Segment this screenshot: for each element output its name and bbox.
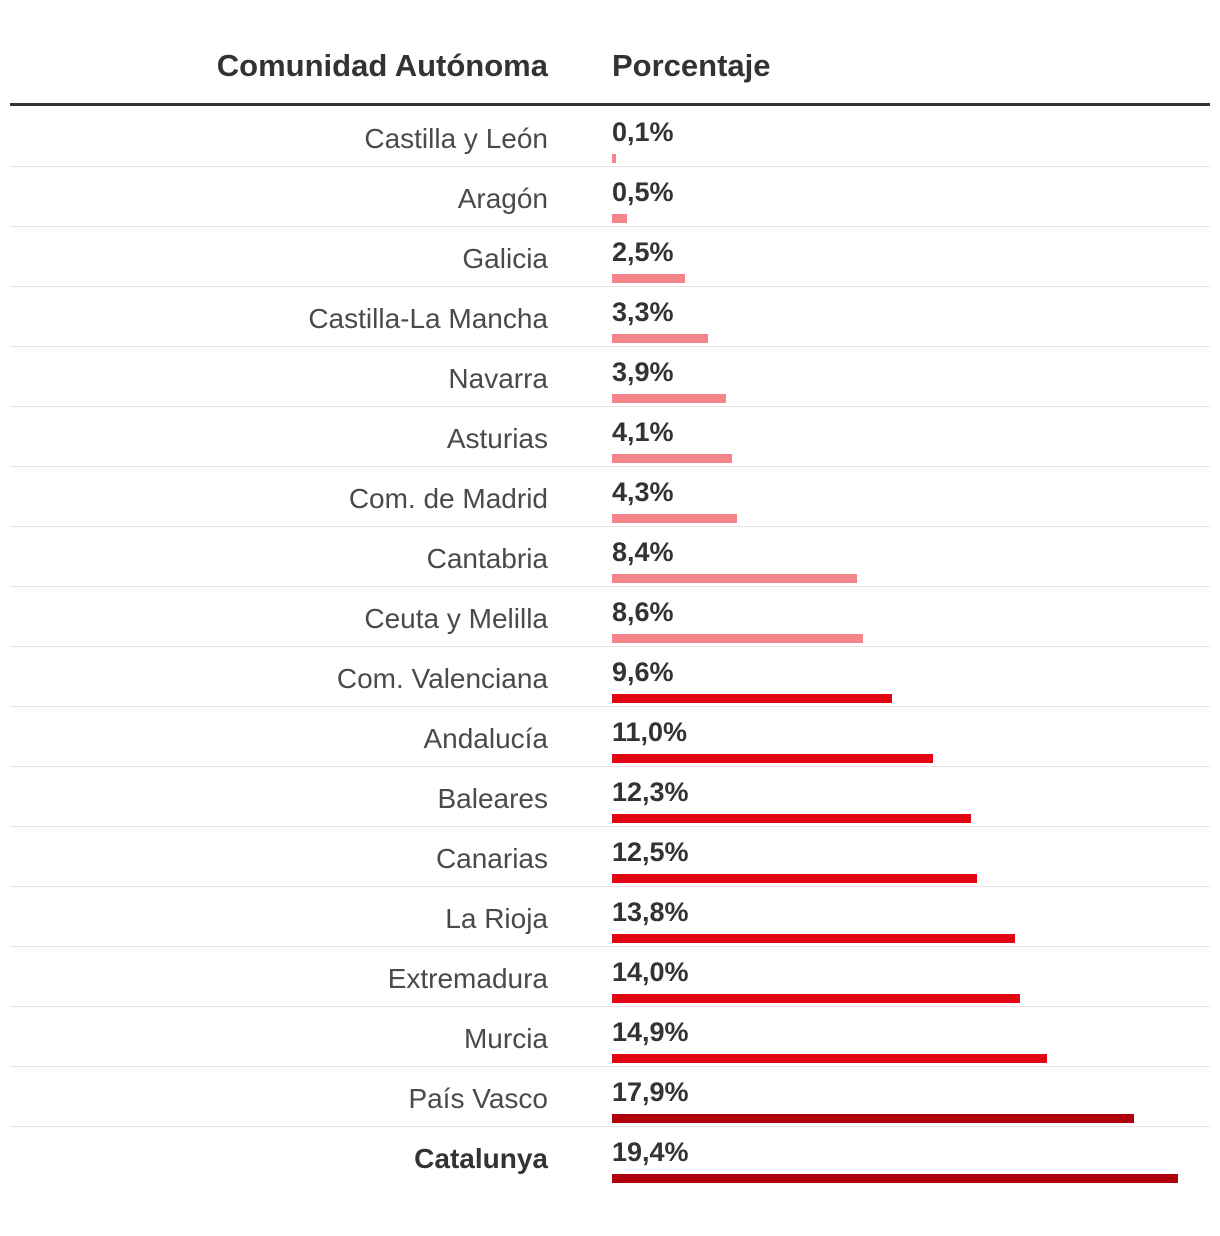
value-label: 0,5% (612, 177, 674, 207)
region-label: Asturias (446, 423, 548, 454)
region-label: Ceuta y Melilla (364, 603, 548, 634)
table-row: Castilla-La Mancha 3,3% (10, 287, 1210, 347)
region-label: Extremadura (387, 963, 548, 994)
value-label: 12,5% (612, 837, 689, 867)
table-row: Baleares 12,3% (10, 767, 1210, 827)
value-label: 2,5% (612, 237, 674, 267)
table-row: Galicia 2,5% (10, 227, 1210, 287)
bar (612, 694, 892, 703)
bar (612, 394, 726, 403)
value-label: 3,3% (612, 297, 674, 327)
table-row: Catalunya 19,4% (10, 1127, 1210, 1187)
bar (612, 1054, 1047, 1063)
value-label: 17,9% (612, 1077, 689, 1107)
table-row: Com. Valenciana 9,6% (10, 647, 1210, 707)
bar (612, 334, 708, 343)
region-label: Catalunya (414, 1143, 548, 1174)
bar (612, 1114, 1134, 1123)
region-label: Castilla y León (364, 123, 548, 154)
value-label: 0,1% (612, 117, 674, 147)
table-row: Ceuta y Melilla 8,6% (10, 587, 1210, 647)
value-label: 8,4% (612, 537, 674, 567)
region-label: Canarias (435, 843, 548, 874)
table-row: Andalucía 11,0% (10, 707, 1210, 767)
bar (612, 1174, 1178, 1183)
column-header-region: Comunidad Autónoma (216, 48, 548, 83)
region-label: La Rioja (445, 903, 548, 934)
region-label: Baleares (437, 783, 548, 814)
value-label: 14,0% (612, 957, 689, 987)
value-label: 19,4% (612, 1137, 689, 1167)
value-label: 8,6% (612, 597, 674, 627)
table-row: Navarra 3,9% (10, 347, 1210, 407)
bar (612, 874, 977, 883)
table-row: Extremadura 14,0% (10, 947, 1210, 1007)
region-label: Aragón (457, 183, 548, 214)
value-label: 11,0% (612, 717, 688, 747)
region-label: Navarra (448, 363, 548, 394)
table-row: La Rioja 13,8% (10, 887, 1210, 947)
table-row: País Vasco 17,9% (10, 1067, 1210, 1127)
table-row: Aragón 0,5% (10, 167, 1210, 227)
bar (612, 574, 857, 583)
value-label: 9,6% (612, 657, 674, 687)
bar (612, 934, 1015, 943)
value-label: 4,3% (612, 477, 674, 507)
region-label: Com. Valenciana (336, 663, 548, 694)
region-label: Andalucía (423, 723, 548, 754)
table-row: Murcia 14,9% (10, 1007, 1210, 1067)
value-label: 14,9% (612, 1017, 689, 1047)
value-label: 4,1% (612, 417, 674, 447)
region-label: Cantabria (426, 543, 548, 574)
column-header-percentage: Porcentaje (612, 48, 771, 83)
table-row: Asturias 4,1% (10, 407, 1210, 467)
bar (612, 814, 971, 823)
bar (612, 154, 616, 163)
bar (612, 214, 627, 223)
bar (612, 454, 732, 463)
bar (612, 514, 737, 523)
header-rule (10, 103, 1210, 106)
value-label: 3,9% (612, 357, 674, 387)
bar (612, 754, 933, 763)
bar (612, 994, 1020, 1003)
bar (612, 274, 685, 283)
bar (612, 634, 863, 643)
region-label: Galicia (462, 243, 548, 274)
region-label: Castilla-La Mancha (308, 303, 548, 334)
table-row: Castilla y León 0,1% (10, 107, 1210, 167)
table-row: Com. de Madrid 4,3% (10, 467, 1210, 527)
table-row: Canarias 12,5% (10, 827, 1210, 887)
value-label: 13,8% (612, 897, 689, 927)
region-label: Com. de Madrid (348, 483, 548, 514)
value-label: 12,3% (612, 777, 689, 807)
region-label: País Vasco (408, 1083, 548, 1114)
table-row: Cantabria 8,4% (10, 527, 1210, 587)
region-label: Murcia (463, 1023, 548, 1054)
